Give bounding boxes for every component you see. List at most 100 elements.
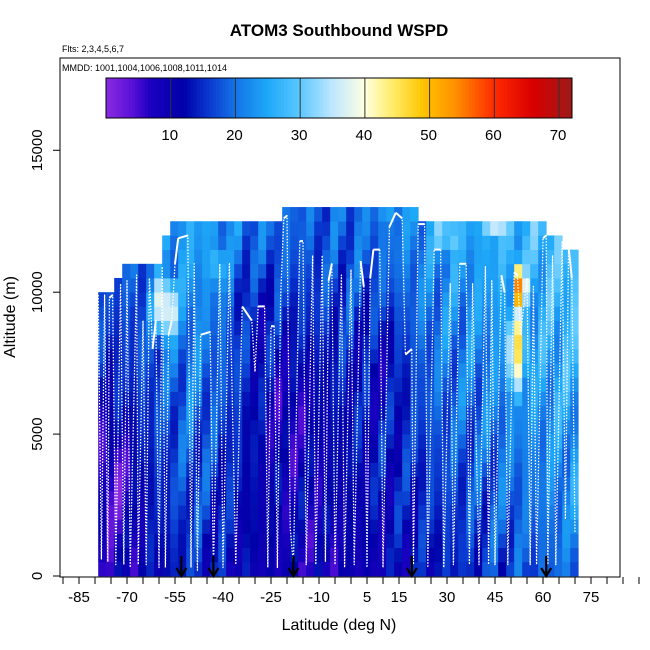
- heatmap-cell: [346, 448, 355, 463]
- heatmap-cell: [538, 476, 547, 492]
- heatmap-cell: [242, 434, 251, 449]
- colorbar-segment: [106, 78, 110, 118]
- heatmap-cell: [394, 419, 403, 435]
- heatmap-cell: [490, 363, 499, 378]
- heatmap-cell: [194, 547, 203, 563]
- heatmap-cell: [298, 249, 307, 265]
- heatmap-cell: [354, 561, 363, 577]
- y-axis-label: Altitude (m): [2, 276, 19, 358]
- heatmap-cell: [306, 448, 315, 463]
- heatmap-cell: [490, 505, 499, 520]
- heatmap-cell: [194, 377, 203, 392]
- heatmap-cell: [338, 519, 347, 534]
- heatmap-cell: [362, 207, 371, 222]
- heatmap-cell: [522, 334, 531, 350]
- heatmap-cell: [290, 391, 299, 407]
- heatmap-cell: [218, 405, 227, 421]
- heatmap-cell: [370, 519, 379, 534]
- heatmap-cell: [290, 434, 299, 449]
- heatmap-cell: [130, 505, 139, 520]
- heatmap-cell: [242, 547, 251, 563]
- heatmap-cell: [226, 505, 235, 520]
- heatmap-cell: [322, 547, 331, 563]
- heatmap-cell: [170, 292, 179, 307]
- heatmap-cell: [530, 505, 539, 520]
- colorbar-segment: [364, 78, 369, 118]
- heatmap-cell: [386, 533, 395, 549]
- heatmap-cell: [562, 292, 571, 307]
- heatmap-cell: [362, 419, 371, 435]
- heatmap-cell: [474, 320, 483, 336]
- heatmap-cell: [298, 377, 307, 392]
- colorbar-segment: [461, 78, 466, 118]
- heatmap-cell: [458, 377, 467, 392]
- heatmap-cell: [474, 306, 483, 321]
- heatmap-cell: [162, 533, 171, 549]
- heatmap-cell: [378, 278, 387, 293]
- heatmap-cell: [274, 434, 283, 449]
- heatmap-cell: [482, 278, 491, 293]
- colorbar-segment: [287, 78, 291, 118]
- heatmap-cell: [434, 419, 443, 435]
- heatmap-cell: [506, 334, 515, 350]
- colorbar-segment: [167, 78, 172, 118]
- heatmap-cell: [202, 221, 211, 236]
- heatmap-cell: [106, 505, 115, 520]
- heatmap-cell: [146, 490, 155, 506]
- heatmap-cell: [178, 363, 187, 378]
- heatmap-cell: [122, 377, 131, 392]
- heatmap-cell: [138, 391, 147, 407]
- heatmap-cell: [570, 419, 579, 435]
- colorbar-segment: [144, 78, 149, 118]
- heatmap-cell: [458, 519, 467, 534]
- colorbar-segment: [377, 78, 382, 118]
- heatmap-cell: [362, 448, 371, 463]
- heatmap-cell: [122, 391, 131, 407]
- bottom-arrow-head: [405, 567, 418, 579]
- colorbar-tick-label: 40: [356, 127, 373, 144]
- colorbar-segment: [371, 78, 376, 118]
- heatmap-cell: [434, 263, 443, 279]
- heatmap-cell: [346, 363, 355, 378]
- heatmap-cell: [530, 249, 539, 265]
- heatmap-cell: [418, 391, 427, 407]
- heatmap-cell: [146, 306, 155, 321]
- heatmap-cell: [290, 320, 299, 336]
- heatmap-cell: [554, 377, 563, 392]
- heatmap-cell: [498, 221, 507, 236]
- heatmap-cell: [290, 547, 299, 563]
- heatmap-cell: [138, 278, 147, 293]
- heatmap-cell: [426, 292, 435, 307]
- heatmap-cell: [554, 320, 563, 336]
- heatmap-cell: [450, 334, 459, 350]
- heatmap-cell: [234, 405, 243, 421]
- heatmap-cell: [314, 292, 323, 307]
- colorbar-segment: [313, 78, 317, 118]
- heatmap-cell: [146, 462, 155, 478]
- heatmap-cell: [482, 320, 491, 336]
- heatmap-cell: [354, 505, 363, 520]
- heatmap-cell: [554, 334, 563, 350]
- heatmap-cell: [258, 348, 267, 364]
- heatmap-cell: [250, 278, 259, 293]
- heatmap-cell: [282, 547, 291, 563]
- heatmap-cell: [322, 377, 331, 392]
- heatmap-cell: [426, 391, 435, 407]
- heatmap-cell: [258, 547, 267, 563]
- heatmap-cell: [250, 533, 259, 549]
- heatmap-cell: [418, 419, 427, 435]
- heatmap-cell: [338, 377, 347, 392]
- heatmap-cell: [402, 434, 411, 449]
- heatmap-cell: [218, 462, 227, 478]
- x-tick-label: 75: [583, 589, 600, 606]
- heatmap-cell: [386, 547, 395, 563]
- heatmap-cell: [562, 334, 571, 350]
- heatmap-cell: [202, 320, 211, 336]
- heatmap-cell: [338, 221, 347, 236]
- colorbar-segment: [118, 78, 123, 118]
- heatmap-cell: [146, 419, 155, 435]
- heatmap-cell: [370, 334, 379, 350]
- heatmap-cell: [282, 377, 291, 392]
- heatmap-cell: [234, 278, 243, 293]
- heatmap-cell: [282, 434, 291, 449]
